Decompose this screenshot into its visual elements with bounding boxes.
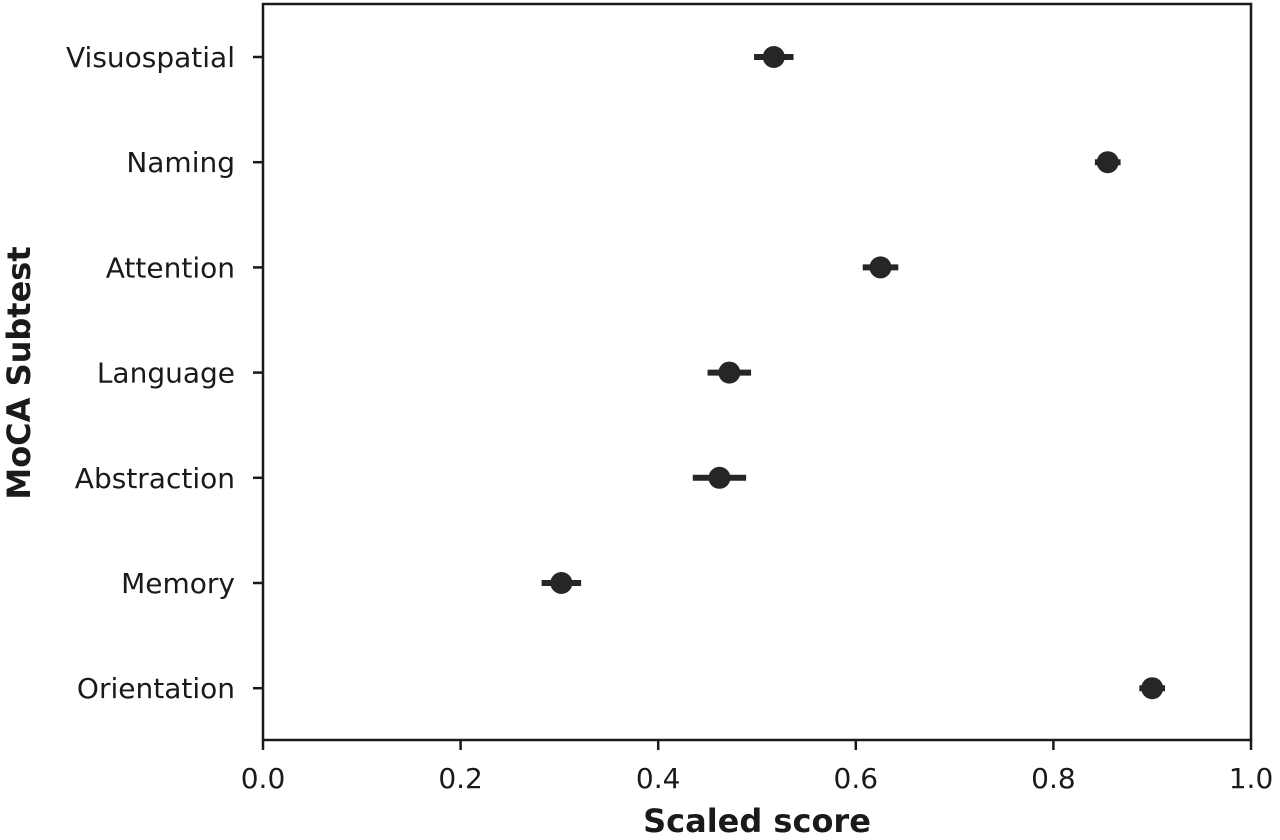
- data-point: [869, 256, 892, 279]
- y-tick-label: Attention: [106, 251, 235, 284]
- y-tick-label: Memory: [121, 567, 235, 600]
- x-axis-label: Scaled score: [643, 802, 871, 840]
- data-point: [1141, 677, 1164, 700]
- x-tick-label: 1.0: [1229, 762, 1274, 795]
- y-tick-label: Visuospatial: [66, 41, 235, 74]
- x-ticks: 0.0 0.2 0.4 0.6 0.8 1.0: [241, 740, 1274, 795]
- data-point: [550, 572, 573, 594]
- data-point: [708, 466, 731, 489]
- y-tick-label: Language: [97, 357, 235, 390]
- y-tick-label: Orientation: [77, 672, 235, 705]
- data-point: [762, 46, 785, 68]
- x-tick-label: 0.8: [1031, 762, 1076, 795]
- data-point: [1096, 151, 1119, 174]
- x-tick-label: 0.2: [438, 762, 483, 795]
- data-marks: [541, 46, 1166, 700]
- y-tick-label: Abstraction: [75, 462, 235, 495]
- x-tick-label: 0.4: [636, 762, 681, 795]
- y-tick-label: Naming: [126, 146, 235, 179]
- y-ticks: Visuospatial Naming Attention Language Abstr…: [66, 41, 263, 705]
- y-axis-label: MoCA Subtest: [0, 246, 38, 499]
- x-tick-label: 0.0: [241, 762, 286, 795]
- x-tick-label: 0.6: [834, 762, 879, 795]
- plot-frame: [261, 2, 1253, 742]
- data-point: [718, 361, 741, 384]
